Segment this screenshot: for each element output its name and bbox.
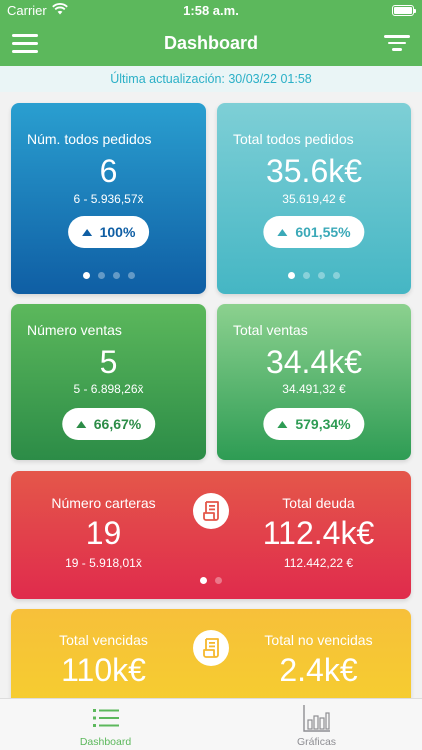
card-left-title: Número carteras	[51, 495, 156, 511]
card-right-subvalue: 112.442,22 €	[283, 556, 354, 570]
navigation-bar: Dashboard	[0, 22, 422, 66]
card-value: 34.4k€	[265, 344, 363, 380]
card-right-value: 2.4k€	[279, 652, 358, 688]
wifi-icon	[52, 3, 68, 18]
card-left-subvalue: 19 - 5.918,01x̄	[65, 556, 142, 570]
card-value: 6	[99, 153, 118, 189]
change-badge[interactable]: 66,67%	[61, 408, 156, 440]
card-right-value: 112.4k€	[262, 515, 375, 551]
arrow-up-icon	[277, 420, 288, 428]
card-carteras-deuda[interactable]: Número carteras 19 19 - 5.918,01x̄ Total…	[11, 471, 411, 599]
card-title: Número ventas	[27, 322, 122, 338]
card-subvalue: 34.491,32 €	[282, 382, 346, 396]
arrow-up-icon	[277, 228, 288, 236]
list-icon	[92, 708, 119, 733]
page-dot[interactable]	[200, 577, 207, 584]
card-total-pedidos[interactable]: Total todos pedidos 35.6k€ 35.619,42 € 6…	[217, 103, 411, 294]
card-subvalue: 5 - 6.898,26x̄	[73, 382, 144, 396]
page-dots	[11, 272, 206, 279]
card-title: Núm. todos pedidos	[27, 131, 152, 147]
card-right-title: Total no vencidas	[264, 632, 373, 648]
arrow-up-icon	[75, 420, 86, 428]
page-dot[interactable]	[82, 272, 90, 279]
card-right-title: Total deuda	[282, 495, 355, 511]
page-dot[interactable]	[112, 272, 120, 279]
tab-label: Dashboard	[79, 736, 132, 748]
page-dot[interactable]	[288, 272, 295, 279]
tab-label: Gráficas	[296, 736, 337, 748]
page-dots	[217, 272, 411, 279]
page-dots	[11, 577, 411, 584]
card-num-pedidos[interactable]: Núm. todos pedidos 6 6 - 5.936,57x̄ 100%	[11, 103, 206, 294]
tab-bar: Dashboard Gráficas	[0, 698, 422, 750]
receipt-icon	[193, 630, 229, 666]
card-value: 35.6k€	[265, 153, 363, 189]
change-value: 579,34%	[295, 416, 351, 432]
card-left-value: 19	[85, 515, 122, 551]
last-update-banner: Última actualización: 30/03/22 01:58	[0, 66, 422, 92]
page-title: Dashboard	[163, 33, 259, 53]
page-dot[interactable]	[127, 272, 135, 279]
card-left-title: Total vencidas	[59, 632, 148, 648]
change-value: 100%	[99, 224, 136, 240]
status-bar: Carrier 1:58 a.m.	[0, 0, 422, 22]
card-num-ventas[interactable]: Número ventas 5 5 - 6.898,26x̄ 66,67%	[11, 304, 206, 460]
bar-chart-icon	[302, 704, 331, 737]
change-badge[interactable]: 601,55%	[263, 216, 365, 248]
tab-graficas[interactable]: Gráficas	[211, 699, 422, 750]
card-subvalue: 35.619,42 €	[282, 192, 346, 206]
change-value: 601,55%	[295, 224, 351, 240]
receipt-icon	[193, 493, 229, 529]
change-badge[interactable]: 579,34%	[263, 408, 365, 440]
card-value: 5	[99, 344, 118, 380]
page-dot[interactable]	[318, 272, 325, 279]
tab-dashboard[interactable]: Dashboard	[0, 699, 211, 750]
page-dot[interactable]	[215, 577, 222, 584]
status-time: 1:58 a.m.	[183, 3, 239, 18]
card-subvalue: 6 - 5.936,57x̄	[73, 192, 144, 206]
change-badge[interactable]: 100%	[67, 216, 150, 248]
card-left-value: 110k€	[61, 652, 146, 688]
page-dot[interactable]	[333, 272, 340, 279]
change-value: 66,67%	[93, 416, 142, 432]
battery-icon	[392, 5, 416, 16]
page-dot[interactable]	[303, 272, 310, 279]
card-title: Total ventas	[233, 322, 308, 338]
hamburger-menu-icon[interactable]	[12, 34, 38, 54]
card-title: Total todos pedidos	[233, 131, 354, 147]
filter-icon[interactable]	[384, 35, 410, 53]
arrow-up-icon	[81, 228, 92, 236]
card-total-ventas[interactable]: Total ventas 34.4k€ 34.491,32 € 579,34%	[217, 304, 411, 460]
carrier-label: Carrier	[7, 3, 47, 18]
page-dot[interactable]	[97, 272, 105, 279]
